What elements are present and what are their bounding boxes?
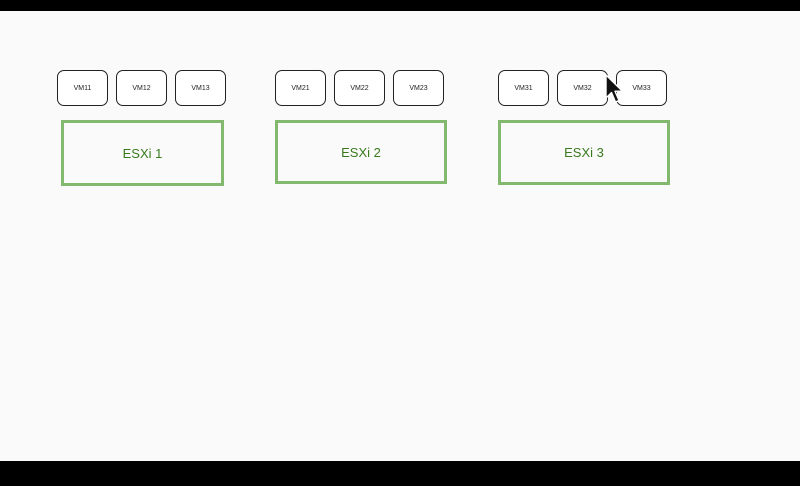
vm-box[interactable]: VM13 [175,70,226,106]
vm-box[interactable]: VM33 [616,70,667,106]
vm-box[interactable]: VM23 [393,70,444,106]
esxi-host-box[interactable]: ESXi 3 [498,120,670,185]
esxi-host-box[interactable]: ESXi 1 [61,120,224,186]
vm-box[interactable]: VM22 [334,70,385,106]
diagram-canvas: VM11 VM12 VM13 ESXi 1 VM21 VM22 VM23 ESX… [0,11,800,461]
vm-box[interactable]: VM12 [116,70,167,106]
vm-box[interactable]: VM32 [557,70,608,106]
vm-box[interactable]: VM11 [57,70,108,106]
mouse-pointer-icon [605,74,624,103]
esxi-host-box[interactable]: ESXi 2 [275,120,447,184]
vm-box[interactable]: VM31 [498,70,549,106]
vm-box[interactable]: VM21 [275,70,326,106]
